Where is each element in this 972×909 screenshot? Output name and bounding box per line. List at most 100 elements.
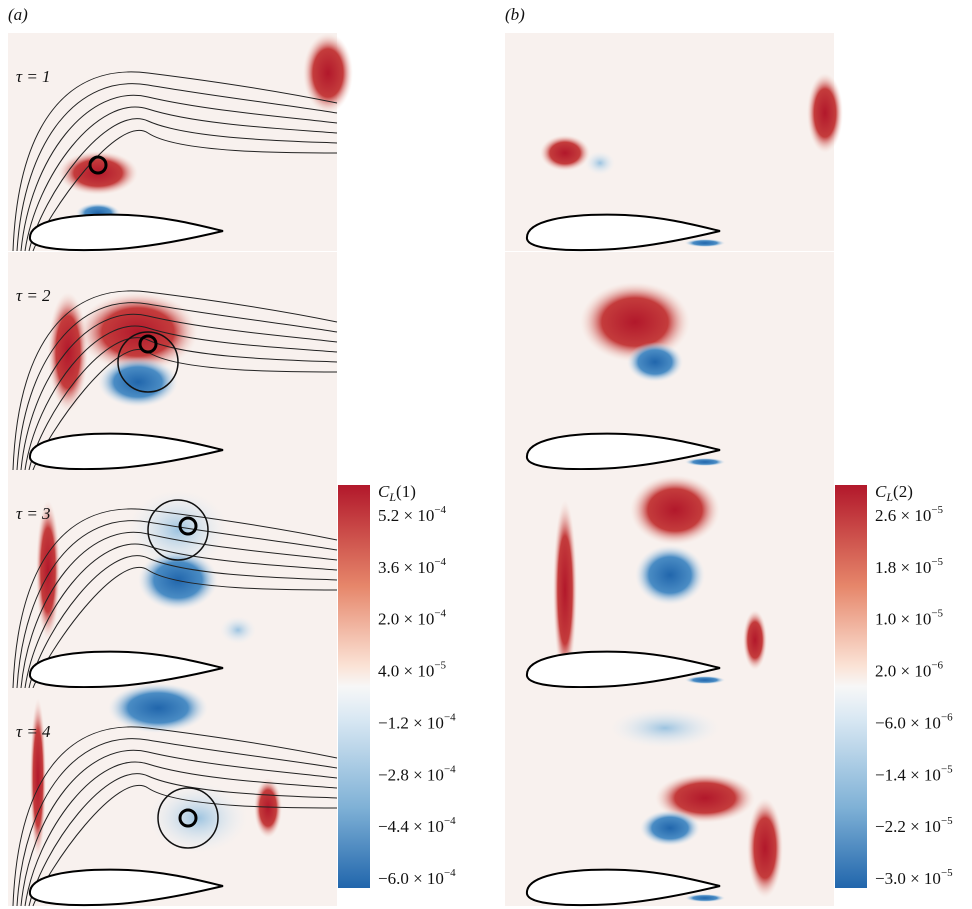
streamline <box>20 94 338 252</box>
vorticity-blob <box>128 490 228 570</box>
flow-frame <box>505 688 834 907</box>
text-part: L <box>388 490 396 504</box>
streamline <box>28 118 338 252</box>
text-part: −3.0 × 10 <box>875 869 941 888</box>
text-part: 1.0 × 10 <box>875 610 931 629</box>
colorbar <box>835 485 867 888</box>
text-part: 3.6 × 10 <box>378 558 434 577</box>
text-part: −4 <box>434 607 446 619</box>
text-part: −5 <box>941 867 953 879</box>
colorbar-tick-label: −1.2 × 10−4 <box>378 711 456 732</box>
text-part: 4.0 × 10 <box>378 661 434 680</box>
text-part: (1) <box>396 482 416 501</box>
streamline <box>24 325 338 471</box>
frame-label: τ = 2 <box>16 286 51 305</box>
panel-label: (b) <box>505 5 525 24</box>
vortex-ring <box>117 331 179 393</box>
panel-label: (a) <box>8 5 28 24</box>
streamline <box>32 130 338 252</box>
vorticity-blob <box>98 357 178 407</box>
streamline <box>32 785 338 907</box>
vortex-core <box>178 516 198 536</box>
colorbar-tick-label: 2.0 × 10−4 <box>378 607 447 628</box>
flow-frame: τ = 2 <box>8 252 338 471</box>
vorticity-blob <box>148 783 248 853</box>
text-part: −6.0 × 10 <box>875 713 941 732</box>
vorticity-blob <box>36 500 60 640</box>
frame-label: τ = 1 <box>16 67 51 86</box>
colorbar-tick-label: −6.0 × 10−4 <box>378 867 456 888</box>
text-part: −1.4 × 10 <box>875 765 941 784</box>
vorticity-blob <box>627 342 683 382</box>
vorticity-blob <box>807 73 843 153</box>
vorticity-blob <box>108 683 208 733</box>
flow-frame: τ = 1 <box>8 33 353 252</box>
colorbar-tick-label: −4.4 × 10−4 <box>378 815 456 836</box>
text-part: L <box>885 490 893 504</box>
text-part: −4 <box>444 763 456 775</box>
streamline <box>28 337 338 471</box>
vorticity-blob <box>585 151 615 175</box>
vorticity-blob <box>635 545 705 605</box>
colorbar-tick-label: 2.6 × 10−5 <box>875 504 944 525</box>
vorticity-blob <box>685 676 725 684</box>
colorbar-title: CL(2) <box>875 482 913 504</box>
flow-frame: τ = 3 <box>8 470 338 689</box>
text-part: −5 <box>941 815 953 827</box>
text-part: C <box>378 482 390 501</box>
airfoil <box>525 432 721 471</box>
flow-frame: τ = 4 <box>8 683 338 907</box>
airfoil <box>525 213 721 252</box>
text-part: −5 <box>931 555 943 567</box>
streamline <box>24 543 338 689</box>
text-part: −2.2 × 10 <box>875 817 941 836</box>
vorticity-blob <box>640 810 700 846</box>
vorticity-blob <box>743 610 767 670</box>
colorbar-tick-label: 2.0 × 10−6 <box>875 659 944 680</box>
streamline <box>28 773 338 907</box>
vorticity-blob <box>685 894 725 902</box>
text-part: 2.6 × 10 <box>875 506 931 525</box>
streamline <box>12 290 338 471</box>
airfoil <box>28 432 224 471</box>
vorticity-blob <box>553 500 577 680</box>
vorticity-blob <box>580 282 690 362</box>
text-part: −5 <box>931 607 943 619</box>
vorticity-blob <box>610 708 720 748</box>
vorticity-blob <box>138 550 218 610</box>
vortex-core <box>138 334 158 354</box>
text-part: −4 <box>434 555 446 567</box>
vorticity-blob <box>685 458 725 466</box>
text-part: 1.8 × 10 <box>875 558 931 577</box>
vorticity-blob <box>30 698 46 858</box>
colorbar-tick-label: −1.4 × 10−5 <box>875 763 953 784</box>
vortex-core <box>88 155 108 175</box>
text-part: 2.0 × 10 <box>875 661 931 680</box>
text-part: −6.0 × 10 <box>378 869 444 888</box>
vortex-ring <box>147 499 209 561</box>
colorbar-tick-label: 1.8 × 10−5 <box>875 555 944 576</box>
vorticity-blob <box>540 135 590 171</box>
text-part: −2.8 × 10 <box>378 765 444 784</box>
colorbar-tick-label: 1.0 × 10−5 <box>875 607 944 628</box>
text-part: C <box>875 482 887 501</box>
airfoil <box>525 868 721 907</box>
text-part: (2) <box>893 482 913 501</box>
frame-label: τ = 3 <box>16 504 51 523</box>
content: (a)τ = 1τ = 2τ = 3τ = 4CL(1)5.2 × 10−43.… <box>8 5 953 907</box>
text-part: −4.4 × 10 <box>378 817 444 836</box>
airfoil <box>28 650 224 689</box>
streamline <box>28 555 338 689</box>
colorbar <box>338 485 370 888</box>
colorbar-tick-label: 3.6 × 10−4 <box>378 555 447 576</box>
text-part: −4 <box>434 504 446 516</box>
vortex-ring <box>157 787 219 849</box>
text-part: −5 <box>434 659 446 671</box>
flow-frame <box>505 470 834 689</box>
streamline <box>16 83 338 252</box>
streamline <box>32 567 338 689</box>
streamline <box>12 71 338 252</box>
vortex-core <box>178 808 198 828</box>
flow-frame <box>505 33 843 252</box>
streamline <box>20 749 338 907</box>
